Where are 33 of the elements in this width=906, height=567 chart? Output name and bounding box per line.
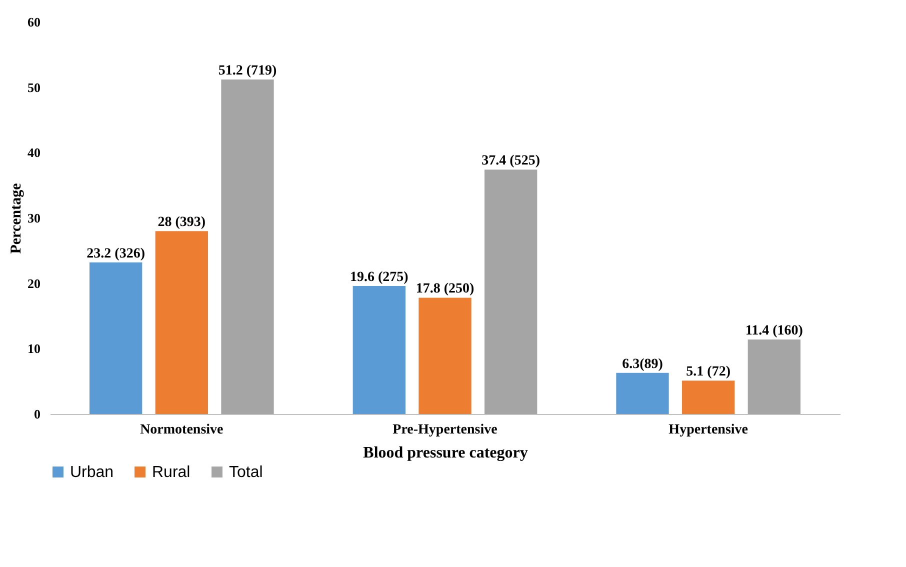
bar: [155, 231, 208, 414]
data-label: 19.6 (275): [350, 270, 409, 285]
legend-label: Rural: [152, 464, 190, 481]
bar: [616, 372, 669, 414]
bar: [484, 170, 538, 414]
x-axis-title: Blood pressure category: [363, 444, 528, 462]
data-label: 11.4 (160): [745, 324, 804, 339]
bar: [221, 79, 274, 414]
legend-label: Total: [229, 464, 263, 481]
data-label: 17.8 (250): [416, 282, 474, 297]
y-tick-label: 40: [28, 145, 40, 160]
y-tick-label: 30: [28, 210, 40, 226]
bar: [352, 286, 406, 414]
y-axis-title: Percentage: [8, 182, 24, 254]
y-tick-label: 20: [28, 276, 40, 291]
y-tick-label: 50: [28, 80, 40, 95]
y-tick-label: 60: [28, 14, 40, 30]
data-label: 28 (393): [158, 215, 206, 230]
bar: [90, 262, 142, 414]
legend-label: Urban: [70, 464, 114, 481]
data-label: 23.2 (326): [86, 246, 146, 262]
data-label: 51.2 (719): [218, 63, 277, 78]
y-tick-label: 0: [34, 406, 40, 422]
bar: [418, 298, 472, 414]
bar: [748, 340, 800, 414]
data-label: 37.4 (525): [482, 154, 540, 169]
data-label: 6.3(89): [622, 356, 664, 372]
x-tick-label: Pre-Hypertensive: [392, 422, 498, 438]
y-tick-label: 10: [28, 341, 40, 356]
data-label: 5.1 (72): [686, 364, 731, 380]
bar: [682, 380, 735, 414]
x-tick-label: Normotensive: [140, 422, 224, 438]
x-tick-label: Hypertensive: [668, 422, 748, 438]
